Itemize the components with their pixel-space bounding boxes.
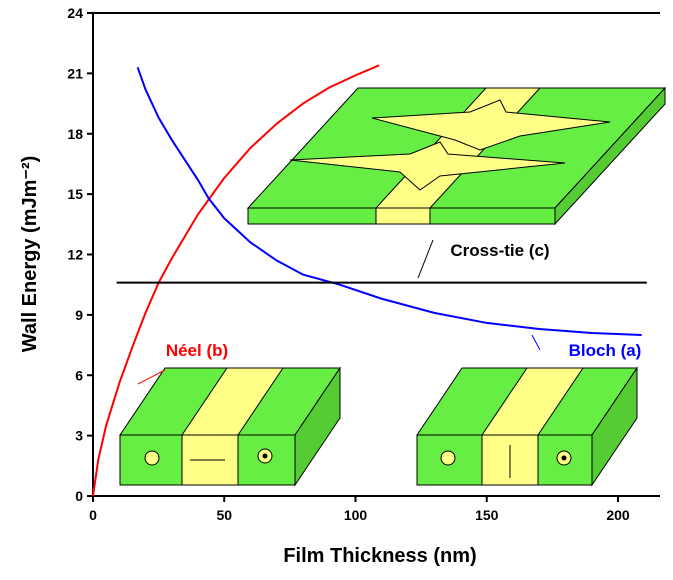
series-label: Cross-tie (c) <box>450 241 549 260</box>
chart: Néel (b) Bloch (a) Cross-tie (c) Film Th… <box>0 0 673 575</box>
y-tick-label: 6 <box>75 367 83 383</box>
wall-front <box>376 208 430 224</box>
y-tick-label: 3 <box>75 428 83 444</box>
x-tick-label: 50 <box>216 507 232 523</box>
y-axis-title: Wall Energy (mJm⁻²) <box>19 156 41 353</box>
x-axis-title: Film Thickness (nm) <box>283 545 476 567</box>
y-tick-label: 0 <box>75 488 83 504</box>
leader-line <box>418 240 433 278</box>
series-label: Bloch (a) <box>569 341 642 360</box>
leader-line <box>532 335 540 350</box>
symbol <box>145 451 159 465</box>
y-tick-label: 15 <box>67 186 83 202</box>
symbol <box>562 456 566 460</box>
diagrams <box>120 88 665 485</box>
symbol <box>441 451 455 465</box>
x-tick-label: 100 <box>344 507 368 523</box>
y-tick-label: 24 <box>67 5 83 21</box>
y-tick-label: 12 <box>67 247 83 263</box>
y-tick-label: 18 <box>67 126 83 142</box>
x-tick-label: 150 <box>475 507 499 523</box>
y-tick-label: 9 <box>75 307 83 323</box>
x-tick-label: 200 <box>606 507 630 523</box>
symbol <box>263 454 267 458</box>
x-tick-label: 0 <box>89 507 97 523</box>
y-tick-label: 21 <box>67 65 83 81</box>
series-label: Néel (b) <box>166 341 228 360</box>
